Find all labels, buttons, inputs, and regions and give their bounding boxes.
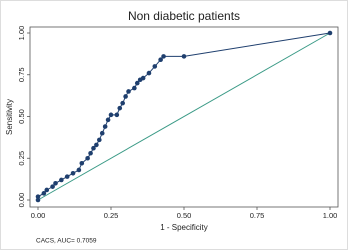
point <box>35 194 41 199</box>
x-tick-label: 0.00 <box>31 211 46 220</box>
x-tick-label: 0.75 <box>250 211 265 220</box>
y-axis-label: Sensitivity <box>5 99 14 135</box>
point <box>117 105 123 111</box>
point <box>108 112 114 118</box>
point <box>85 155 90 161</box>
point <box>91 145 96 151</box>
point <box>50 184 55 189</box>
point <box>123 94 128 99</box>
point <box>59 177 64 183</box>
point <box>44 187 50 193</box>
y-tick-label: 1.00 <box>17 26 26 41</box>
point <box>105 117 111 123</box>
x-axis-label: 1 - Specificity <box>160 223 208 232</box>
point <box>152 64 158 69</box>
point <box>181 54 187 59</box>
point <box>140 75 146 81</box>
point <box>64 174 70 179</box>
y-tick-label: 0.00 <box>17 193 26 208</box>
point <box>146 70 152 76</box>
point <box>76 167 82 173</box>
y-tick-label: 0.25 <box>17 151 26 166</box>
note: CACS, AUC= 0.7059 <box>36 238 97 245</box>
x-tick-label: 0.25 <box>104 211 119 220</box>
series-line <box>37 32 331 201</box>
x-tick-label: 0.50 <box>177 211 192 220</box>
point <box>94 142 99 148</box>
point <box>132 85 137 91</box>
point <box>102 124 108 129</box>
point <box>158 57 163 63</box>
y-tick-label: 0.75 <box>17 67 26 82</box>
x-tick-label: 1.00 <box>323 211 338 220</box>
point <box>126 89 131 94</box>
chart-title: Non diabetic patients <box>128 9 240 23</box>
point <box>161 54 166 59</box>
point <box>134 80 140 86</box>
point <box>114 112 120 118</box>
point <box>120 100 125 106</box>
point <box>79 160 85 166</box>
point <box>35 197 41 203</box>
y-tick-label: 0.50 <box>17 109 26 124</box>
point <box>41 191 47 196</box>
point <box>53 181 58 186</box>
point <box>99 130 105 136</box>
point <box>97 137 102 143</box>
point <box>88 150 93 156</box>
point <box>70 170 76 176</box>
point <box>327 30 333 36</box>
